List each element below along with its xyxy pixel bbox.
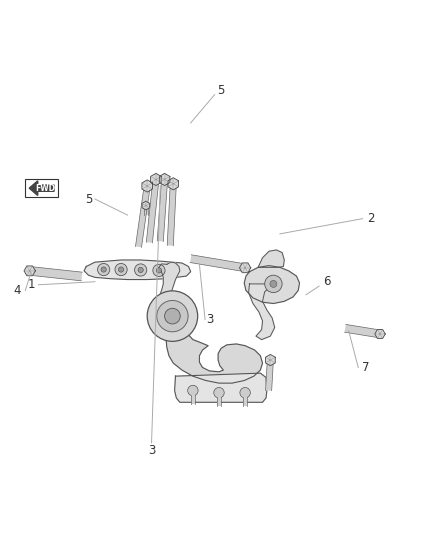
Polygon shape	[24, 266, 35, 276]
Circle shape	[147, 291, 198, 341]
Polygon shape	[162, 314, 262, 383]
Text: 3: 3	[206, 313, 213, 326]
Polygon shape	[375, 329, 385, 338]
Circle shape	[265, 275, 282, 293]
Text: 6: 6	[323, 275, 331, 288]
Text: 5: 5	[218, 84, 225, 96]
Circle shape	[115, 263, 127, 276]
Text: 4: 4	[14, 284, 21, 297]
Polygon shape	[29, 181, 54, 196]
Circle shape	[270, 280, 277, 287]
Circle shape	[98, 263, 110, 276]
Text: FWD: FWD	[35, 184, 56, 192]
Text: 5: 5	[85, 192, 92, 206]
Text: 1: 1	[28, 278, 35, 291]
Polygon shape	[265, 360, 273, 391]
Polygon shape	[158, 262, 184, 327]
Polygon shape	[190, 255, 246, 272]
Circle shape	[157, 301, 188, 332]
Circle shape	[187, 385, 198, 396]
Circle shape	[134, 264, 147, 276]
Polygon shape	[175, 373, 267, 402]
Circle shape	[138, 268, 143, 272]
Text: 7: 7	[362, 361, 370, 374]
Polygon shape	[168, 177, 179, 190]
Text: 3: 3	[148, 444, 155, 457]
Circle shape	[214, 387, 224, 398]
Polygon shape	[240, 263, 251, 273]
Polygon shape	[217, 397, 221, 406]
Polygon shape	[258, 250, 284, 268]
Polygon shape	[146, 179, 159, 243]
Circle shape	[118, 267, 124, 272]
Polygon shape	[167, 184, 177, 246]
Polygon shape	[84, 260, 191, 279]
Polygon shape	[159, 173, 170, 185]
FancyBboxPatch shape	[25, 180, 58, 197]
Circle shape	[153, 264, 165, 277]
Polygon shape	[249, 284, 280, 340]
Polygon shape	[29, 266, 82, 281]
Text: 2: 2	[367, 212, 374, 225]
Polygon shape	[144, 206, 148, 215]
Circle shape	[156, 268, 162, 273]
Circle shape	[240, 387, 251, 398]
Polygon shape	[151, 173, 161, 185]
Polygon shape	[345, 325, 381, 338]
Polygon shape	[142, 180, 152, 192]
Polygon shape	[243, 397, 247, 406]
Circle shape	[165, 308, 180, 324]
Polygon shape	[244, 265, 300, 303]
Polygon shape	[265, 354, 275, 366]
Polygon shape	[157, 179, 168, 241]
Circle shape	[101, 267, 106, 272]
Polygon shape	[191, 395, 195, 403]
Polygon shape	[135, 185, 150, 247]
Polygon shape	[142, 201, 150, 210]
